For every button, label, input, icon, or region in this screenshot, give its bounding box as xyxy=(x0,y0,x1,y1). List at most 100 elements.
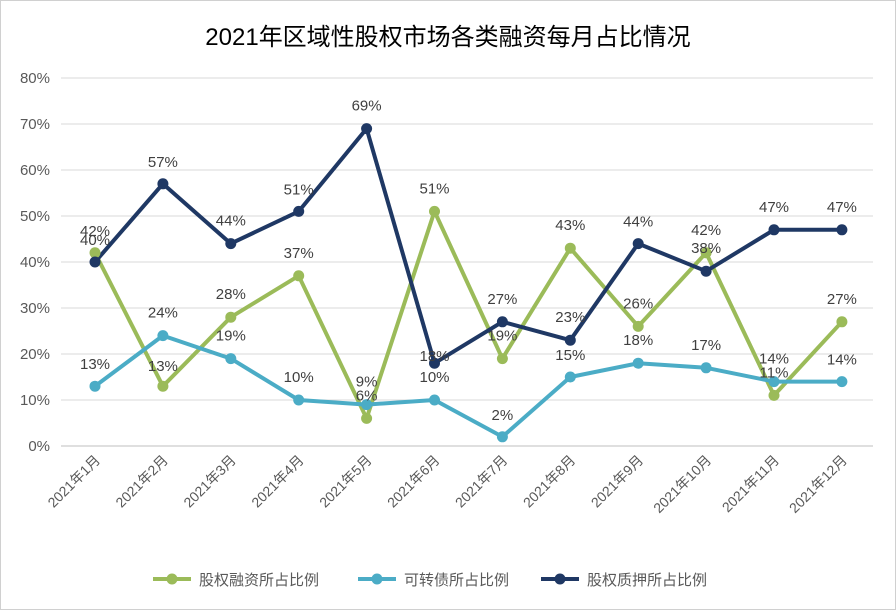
data-label: 51% xyxy=(419,180,449,197)
data-label: 26% xyxy=(623,295,653,312)
x-axis: 2021年1月 2021年2月 2021年3月 2021年4月 2021年5月 2021年… xyxy=(44,452,850,516)
data-label: 28% xyxy=(216,286,246,303)
data-label: 51% xyxy=(284,181,314,198)
gridlines xyxy=(61,77,873,447)
y-tick-label: 20% xyxy=(20,346,50,363)
data-point xyxy=(429,394,440,406)
y-tick-label: 40% xyxy=(20,254,50,271)
series-line xyxy=(93,209,844,421)
data-label: 15% xyxy=(555,347,585,364)
x-tick-label: 2021年11月 xyxy=(719,452,782,515)
x-tick-label: 2021年6月 xyxy=(384,452,443,511)
y-tick-label: 50% xyxy=(20,208,50,225)
legend-item: 可转债所占比例 xyxy=(358,572,509,589)
y-tick-label: 10% xyxy=(20,392,50,409)
data-label: 10% xyxy=(419,369,449,386)
data-point xyxy=(157,380,169,392)
data-point xyxy=(632,238,644,250)
data-point xyxy=(496,353,508,365)
data-point xyxy=(836,316,848,328)
data-label: 10% xyxy=(284,369,314,386)
x-tick-label: 2021年3月 xyxy=(180,452,239,511)
data-point xyxy=(496,431,508,443)
data-label: 23% xyxy=(555,309,585,326)
x-tick-label: 2021年7月 xyxy=(452,452,511,511)
data-label: 13% xyxy=(148,358,178,375)
data-point xyxy=(225,311,237,323)
data-point xyxy=(89,247,101,259)
data-point xyxy=(700,265,712,277)
data-label: 19% xyxy=(487,328,517,345)
legend: 股权融资所占比例 可转债所占比例 股权质押所占比例 xyxy=(153,572,707,589)
data-point xyxy=(836,224,848,236)
data-label: 40% xyxy=(80,232,110,249)
data-label: 2% xyxy=(492,407,514,424)
data-point xyxy=(429,357,440,369)
data-point xyxy=(768,376,780,388)
data-point xyxy=(293,270,305,282)
data-point xyxy=(293,394,305,406)
series-line xyxy=(93,126,844,366)
data-label: 44% xyxy=(216,213,246,230)
data-label: 19% xyxy=(216,328,246,345)
x-tick-label: 2021年5月 xyxy=(316,452,375,511)
data-point xyxy=(361,412,373,424)
legend-label: 股权融资所占比例 xyxy=(199,572,319,589)
data-label: 9% xyxy=(356,374,378,391)
data-point xyxy=(89,256,101,268)
y-tick-label: 80% xyxy=(20,70,50,87)
data-point xyxy=(361,399,373,411)
data-point xyxy=(768,224,780,236)
data-point xyxy=(496,316,508,328)
legend-label: 可转债所占比例 xyxy=(404,572,509,589)
legend-item: 股权融资所占比例 xyxy=(153,572,319,589)
series-lines xyxy=(93,126,844,439)
data-labels: 42% 13% 28% 37% 6% 51% 19% 43% 26% 42% 11% 27% 13% 24… xyxy=(80,98,857,424)
x-tick-label: 2021年10月 xyxy=(650,452,714,516)
x-tick-label: 2021年9月 xyxy=(588,452,647,511)
legend-item: 股权质押所占比例 xyxy=(541,572,707,589)
data-label: 37% xyxy=(284,245,314,262)
data-label: 69% xyxy=(352,98,382,115)
data-label: 14% xyxy=(759,351,789,368)
data-point xyxy=(157,178,169,190)
series-line xyxy=(93,333,844,439)
data-label: 42% xyxy=(691,222,721,239)
data-label: 18% xyxy=(419,348,449,365)
data-label: 18% xyxy=(623,332,653,349)
y-tick-label: 70% xyxy=(20,116,50,133)
data-point xyxy=(89,380,101,392)
series-points xyxy=(89,123,848,443)
data-point xyxy=(225,238,237,250)
data-label: 24% xyxy=(148,305,178,322)
data-point xyxy=(564,371,576,383)
data-label: 47% xyxy=(827,199,857,216)
data-point xyxy=(700,247,712,259)
data-point xyxy=(157,330,169,342)
data-label: 38% xyxy=(691,240,721,257)
data-label: 42% xyxy=(80,223,110,240)
data-label: 6% xyxy=(356,387,378,404)
data-label: 14% xyxy=(827,352,857,369)
legend-label: 股权质押所占比例 xyxy=(587,572,707,589)
y-tick-label: 30% xyxy=(20,300,50,317)
y-tick-label: 0% xyxy=(28,438,50,455)
chart-title: 2021年区域性股权市场各类融资每月占比情况 xyxy=(205,24,690,51)
data-point xyxy=(632,357,644,369)
data-label: 27% xyxy=(827,291,857,308)
y-tick-label: 60% xyxy=(20,162,50,179)
y-axis: 0% 10% 20% 30% 40% 50% 60% 70% 80% xyxy=(20,70,50,455)
data-point xyxy=(429,205,440,217)
data-label: 11% xyxy=(760,364,789,381)
data-point xyxy=(225,353,237,365)
data-point xyxy=(361,123,373,135)
legend-marker xyxy=(554,573,566,585)
legend-marker xyxy=(371,573,383,585)
data-label: 57% xyxy=(148,154,178,171)
data-label: 47% xyxy=(759,199,789,216)
x-tick-label: 2021年4月 xyxy=(248,452,307,511)
data-label: 43% xyxy=(555,217,585,234)
data-point xyxy=(836,376,848,388)
data-point xyxy=(632,320,644,332)
